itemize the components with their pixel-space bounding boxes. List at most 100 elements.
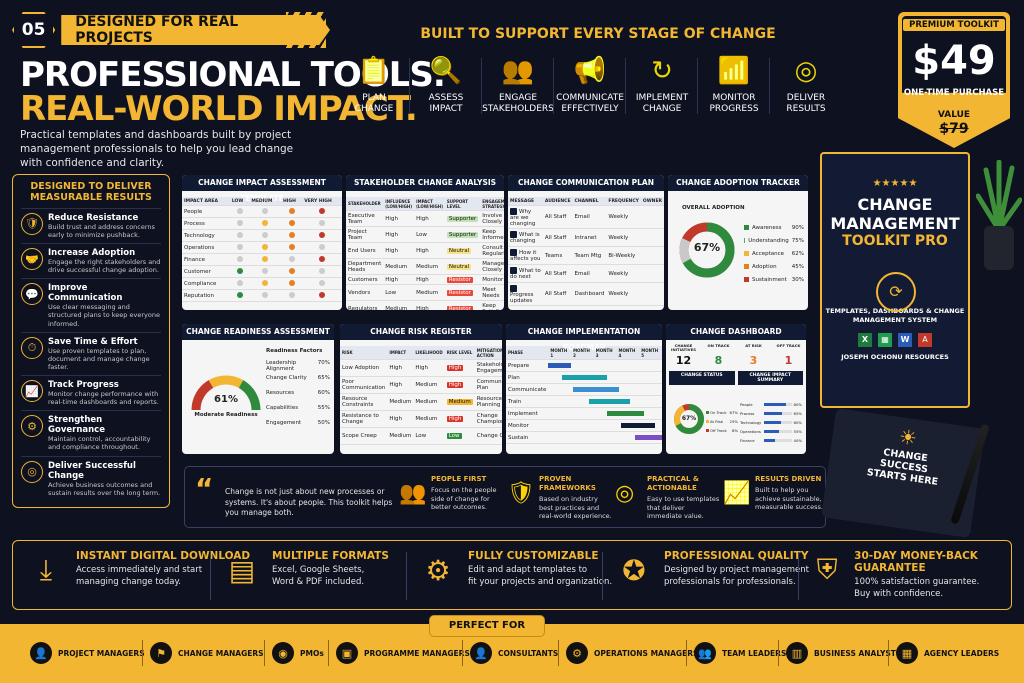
impact-dot xyxy=(288,243,295,250)
stake-cell: Low xyxy=(385,289,397,296)
stake-row: Department Heads Medium Medium Neutral Manag… xyxy=(346,258,504,275)
impact-dot xyxy=(262,279,269,286)
audience-divider xyxy=(558,640,559,666)
gantt-bar xyxy=(589,399,631,404)
comms-cell: Email xyxy=(574,214,590,220)
badge-number: 05 xyxy=(12,12,56,48)
readiness-factor: Engagement 50% xyxy=(266,420,330,435)
risk-cell: Low xyxy=(446,433,462,439)
risk-cell: Medium xyxy=(389,433,412,439)
gantt-bar xyxy=(634,435,662,440)
audience-label: PROGRAMME MANAGERS xyxy=(364,648,470,658)
quote-item-title: PEOPLE FIRST xyxy=(431,475,487,483)
risk-cell: Resource Planning xyxy=(476,396,502,408)
stage-sublabel: IMPACT xyxy=(429,104,463,115)
quote-item-icon: 📈 xyxy=(723,481,751,506)
headline-line1: PROFESSIONAL TOOLS. xyxy=(20,55,446,95)
legend-label: Off Track xyxy=(710,428,727,433)
readiness-factor: Leadership Alignment 70% xyxy=(266,360,330,375)
message-icon xyxy=(510,267,517,274)
stake-cell: End Users xyxy=(348,247,376,254)
summary-value: 40% xyxy=(793,438,802,443)
stage-label: PLAN xyxy=(362,93,386,103)
benefit-icon: 🤝 xyxy=(21,248,43,271)
kpi-tile: AT RISK 3 xyxy=(739,343,769,367)
roadmap-row: Train xyxy=(506,395,662,408)
roadmap-col-header: MONTH 1 xyxy=(548,346,572,360)
gantt-bar xyxy=(607,411,644,416)
dashboard-card-title: CHANGE DASHBOARD xyxy=(666,324,806,340)
legend-value: 67% xyxy=(729,410,738,415)
comms-card: CHANGE COMMUNICATION PLAN MESSAGE AUDIENC… xyxy=(508,175,664,310)
comms-cell: Dashboard xyxy=(574,291,605,297)
impact-row: People xyxy=(182,205,342,218)
notebook: ☀ CHANGE SUCCESS STARTS HERE xyxy=(821,408,985,538)
benefit-desc: Use proven templates to plan, document a… xyxy=(48,346,150,371)
impact-dot xyxy=(288,279,295,286)
impact-area: Customer xyxy=(182,265,230,278)
sheets-icon: ▦ xyxy=(878,332,892,347)
impact-row: Process xyxy=(182,217,342,230)
stake-cell: Resistor xyxy=(446,289,473,296)
quote-item-desc: Built to help you achieve sustainable, m… xyxy=(755,486,823,511)
impact-col-header: MEDIUM xyxy=(249,197,281,206)
price-label: PREMIUM TOOLKIT xyxy=(903,19,1005,31)
stake-col-header: IMPACT (LOW/HIGH) xyxy=(414,197,445,211)
legend-value: 62% xyxy=(791,250,804,257)
stage-sublabel: EFFECTIVELY xyxy=(561,104,619,115)
audience-icon: ▥ xyxy=(786,642,808,664)
roadmap-col-header: MONTH 2 xyxy=(571,346,594,360)
impact-dot xyxy=(288,267,295,274)
risk-cell: High xyxy=(415,365,428,371)
adoption-card-title: CHANGE ADOPTION TRACKER xyxy=(668,175,808,191)
feature-desc: professionals for professionals. xyxy=(664,576,796,587)
factor-value: 60% xyxy=(317,390,330,396)
roadmap-row: Monitor xyxy=(506,419,662,432)
factor-value: 55% xyxy=(317,405,330,411)
feature-desc: Buy with confidence. xyxy=(854,588,944,599)
stage-label: COMMUNICATE xyxy=(556,93,624,103)
status-legend-item: On Track 67% xyxy=(706,408,738,417)
impact-dot xyxy=(319,267,326,274)
kpi-tile: CHANGE INITIATIVES 12 xyxy=(669,343,699,367)
impact-dot xyxy=(236,219,243,226)
stage-label: IMPLEMENT xyxy=(635,93,689,103)
adoption-donut xyxy=(679,222,735,278)
adoption-value: 67% xyxy=(693,241,721,254)
comms-row: Progress updates All Staff Dashboard Weekly xyxy=(508,282,664,306)
stake-col-header: ENGAGEMENT STRATEGY xyxy=(480,197,504,211)
product-title-1: CHANGE xyxy=(857,195,933,214)
people-group-icon: 👥 xyxy=(501,55,535,86)
risk-row: Poor CommunicationHighMediumHighCommunic… xyxy=(340,376,502,394)
price-badge: PREMIUM TOOLKIT $49 ONE-TIME PURCHASE VA… xyxy=(898,12,1010,148)
comms-cell: Bi-Weekly xyxy=(608,252,636,259)
risk-cell: Change Control xyxy=(476,433,502,439)
stake-cell: High xyxy=(416,276,429,283)
summary-value: 60% xyxy=(793,420,802,425)
format-icons: X ▦ W A xyxy=(822,332,968,347)
impact-dot xyxy=(236,231,243,238)
legend-value: 8% xyxy=(731,428,738,433)
benefit-item: ⏱ Save Time & Effort Use proven templates … xyxy=(21,331,161,375)
comms-card-title: CHANGE COMMUNICATION PLAN xyxy=(508,175,664,191)
impact-row: Compliance xyxy=(182,277,342,290)
kpi-label: AT RISK xyxy=(745,343,762,348)
feature-desc: Word & PDF included. xyxy=(272,576,365,587)
stake-cell: Medium xyxy=(385,263,408,270)
impact-row: Finance xyxy=(182,253,342,266)
stake-row: Executive Team High High Supporter Involve C… xyxy=(346,210,504,227)
target-icon: ◎ xyxy=(794,55,818,86)
roadmap-row: Communicate xyxy=(506,383,662,396)
audience-divider xyxy=(686,640,687,666)
audience-divider xyxy=(328,640,329,666)
legend-swatch xyxy=(706,429,709,432)
impact-row: Operations xyxy=(182,241,342,254)
megaphone-icon: 📢 xyxy=(573,55,607,86)
audience-item: ◉ PMOs xyxy=(272,642,324,664)
benefit-desc: Maintain control, accountability and com… xyxy=(48,435,151,452)
stake-cell: Medium xyxy=(416,263,439,270)
feature-divider xyxy=(210,552,211,600)
benefit-desc: Monitor change performance with real-tim… xyxy=(48,390,159,407)
roadmap-col-header: MONTH 3 xyxy=(593,346,617,360)
audience-label: AGENCY LEADERS xyxy=(924,648,1000,658)
